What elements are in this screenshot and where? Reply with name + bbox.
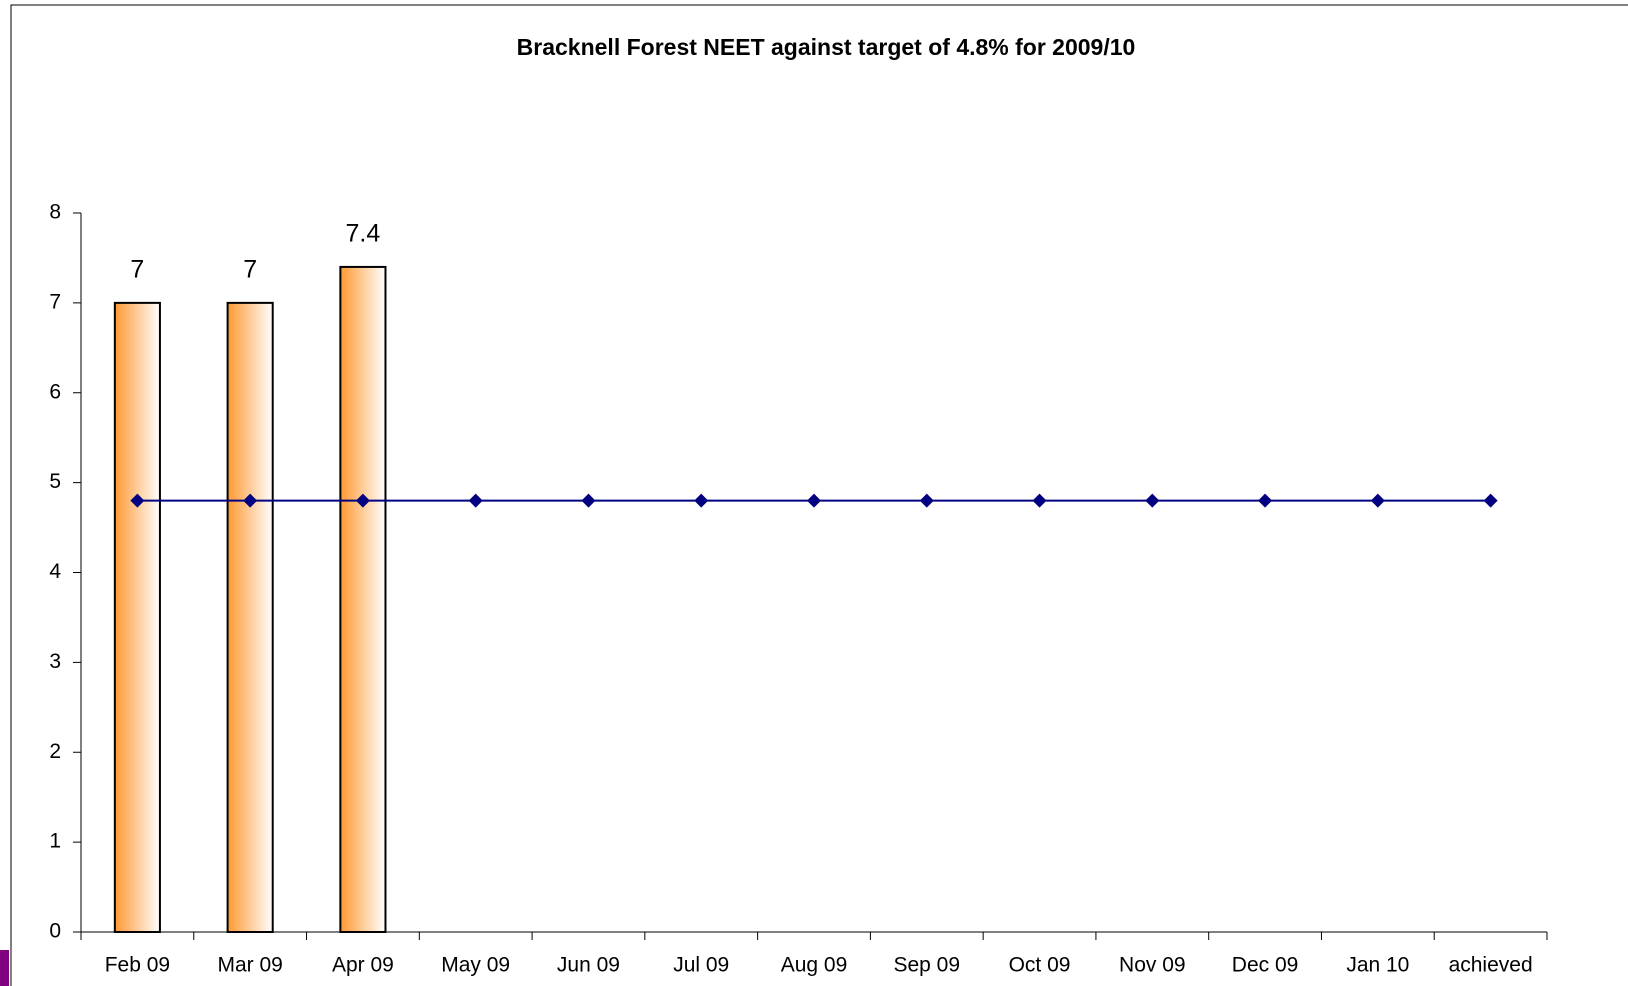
x-tick-label: Apr 09 bbox=[332, 954, 394, 977]
x-tick-label: Jan 10 bbox=[1346, 954, 1409, 977]
y-tick-label: 8 bbox=[49, 201, 61, 224]
data-label: 7.4 bbox=[346, 220, 381, 248]
target-marker bbox=[243, 493, 258, 508]
target-marker bbox=[919, 493, 934, 508]
y-tick-label: 5 bbox=[49, 470, 61, 493]
x-tick-label: May 09 bbox=[441, 954, 510, 977]
x-tick-label: Feb 09 bbox=[105, 954, 170, 977]
target-marker bbox=[581, 493, 596, 508]
x-tick-label: Aug 09 bbox=[781, 954, 848, 977]
corner-decoration bbox=[0, 950, 9, 986]
y-tick-label: 7 bbox=[49, 290, 61, 313]
y-tick-label: 0 bbox=[49, 920, 61, 943]
x-tick-label: Jul 09 bbox=[673, 954, 729, 977]
target-marker bbox=[1032, 493, 1047, 508]
x-tick-label: Dec 09 bbox=[1232, 954, 1299, 977]
data-label: 7 bbox=[130, 255, 144, 283]
x-tick-label: Mar 09 bbox=[217, 954, 282, 977]
x-tick-label: Jun 09 bbox=[557, 954, 620, 977]
target-marker bbox=[694, 493, 709, 508]
target-marker bbox=[355, 493, 370, 508]
chart-title: Bracknell Forest NEET against target of … bbox=[517, 34, 1136, 60]
x-tick-label: Oct 09 bbox=[1009, 954, 1071, 977]
x-tick-label: Sep 09 bbox=[893, 954, 960, 977]
target-marker bbox=[807, 493, 821, 508]
y-tick-label: 1 bbox=[49, 830, 61, 853]
target-marker bbox=[1145, 493, 1160, 508]
x-tick-label: Nov 09 bbox=[1119, 954, 1186, 977]
bar bbox=[113, 301, 161, 933]
y-tick-label: 3 bbox=[49, 650, 61, 673]
target-marker bbox=[1370, 493, 1385, 508]
target-marker bbox=[130, 493, 145, 508]
chart-frame bbox=[10, 4, 1628, 986]
x-tick-label: achieved bbox=[1449, 954, 1533, 977]
y-tick-label: 4 bbox=[49, 560, 61, 583]
target-marker bbox=[1483, 493, 1498, 508]
bar bbox=[226, 301, 274, 933]
y-tick-label: 6 bbox=[49, 380, 61, 403]
target-marker bbox=[468, 493, 483, 508]
y-tick-label: 2 bbox=[49, 740, 61, 763]
data-label: 7 bbox=[243, 255, 257, 283]
target-marker bbox=[1258, 493, 1273, 508]
bar bbox=[339, 265, 387, 933]
